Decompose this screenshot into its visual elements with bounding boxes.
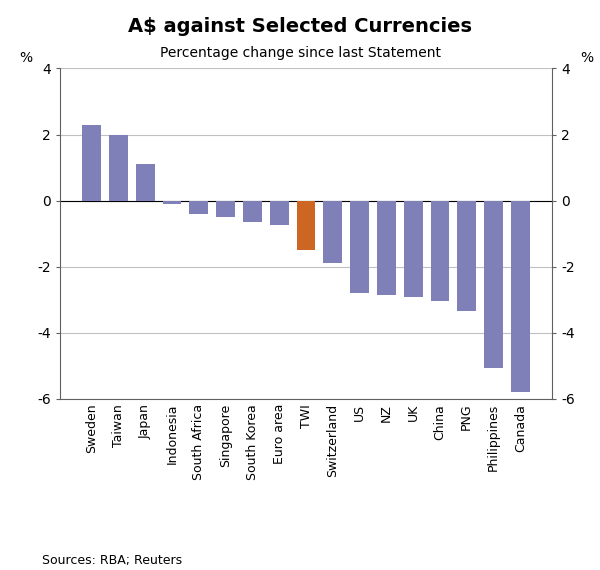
Bar bbox=[296, 201, 316, 250]
Bar bbox=[190, 201, 208, 214]
Text: %: % bbox=[19, 51, 32, 65]
Bar bbox=[163, 201, 181, 204]
Bar bbox=[216, 201, 235, 217]
Bar bbox=[109, 135, 128, 201]
Text: Percentage change since last Statement: Percentage change since last Statement bbox=[160, 46, 440, 60]
Bar bbox=[243, 201, 262, 222]
Bar bbox=[484, 201, 503, 368]
Text: %: % bbox=[580, 51, 593, 65]
Bar bbox=[457, 201, 476, 311]
Bar bbox=[377, 201, 396, 295]
Bar bbox=[404, 201, 422, 296]
Bar bbox=[323, 201, 342, 263]
Bar bbox=[431, 201, 449, 302]
Text: A$ against Selected Currencies: A$ against Selected Currencies bbox=[128, 17, 472, 36]
Bar bbox=[350, 201, 369, 293]
Bar bbox=[82, 125, 101, 201]
Bar bbox=[270, 201, 289, 225]
Text: Sources: RBA; Reuters: Sources: RBA; Reuters bbox=[42, 554, 182, 567]
Bar bbox=[511, 201, 530, 392]
Bar bbox=[136, 164, 155, 201]
